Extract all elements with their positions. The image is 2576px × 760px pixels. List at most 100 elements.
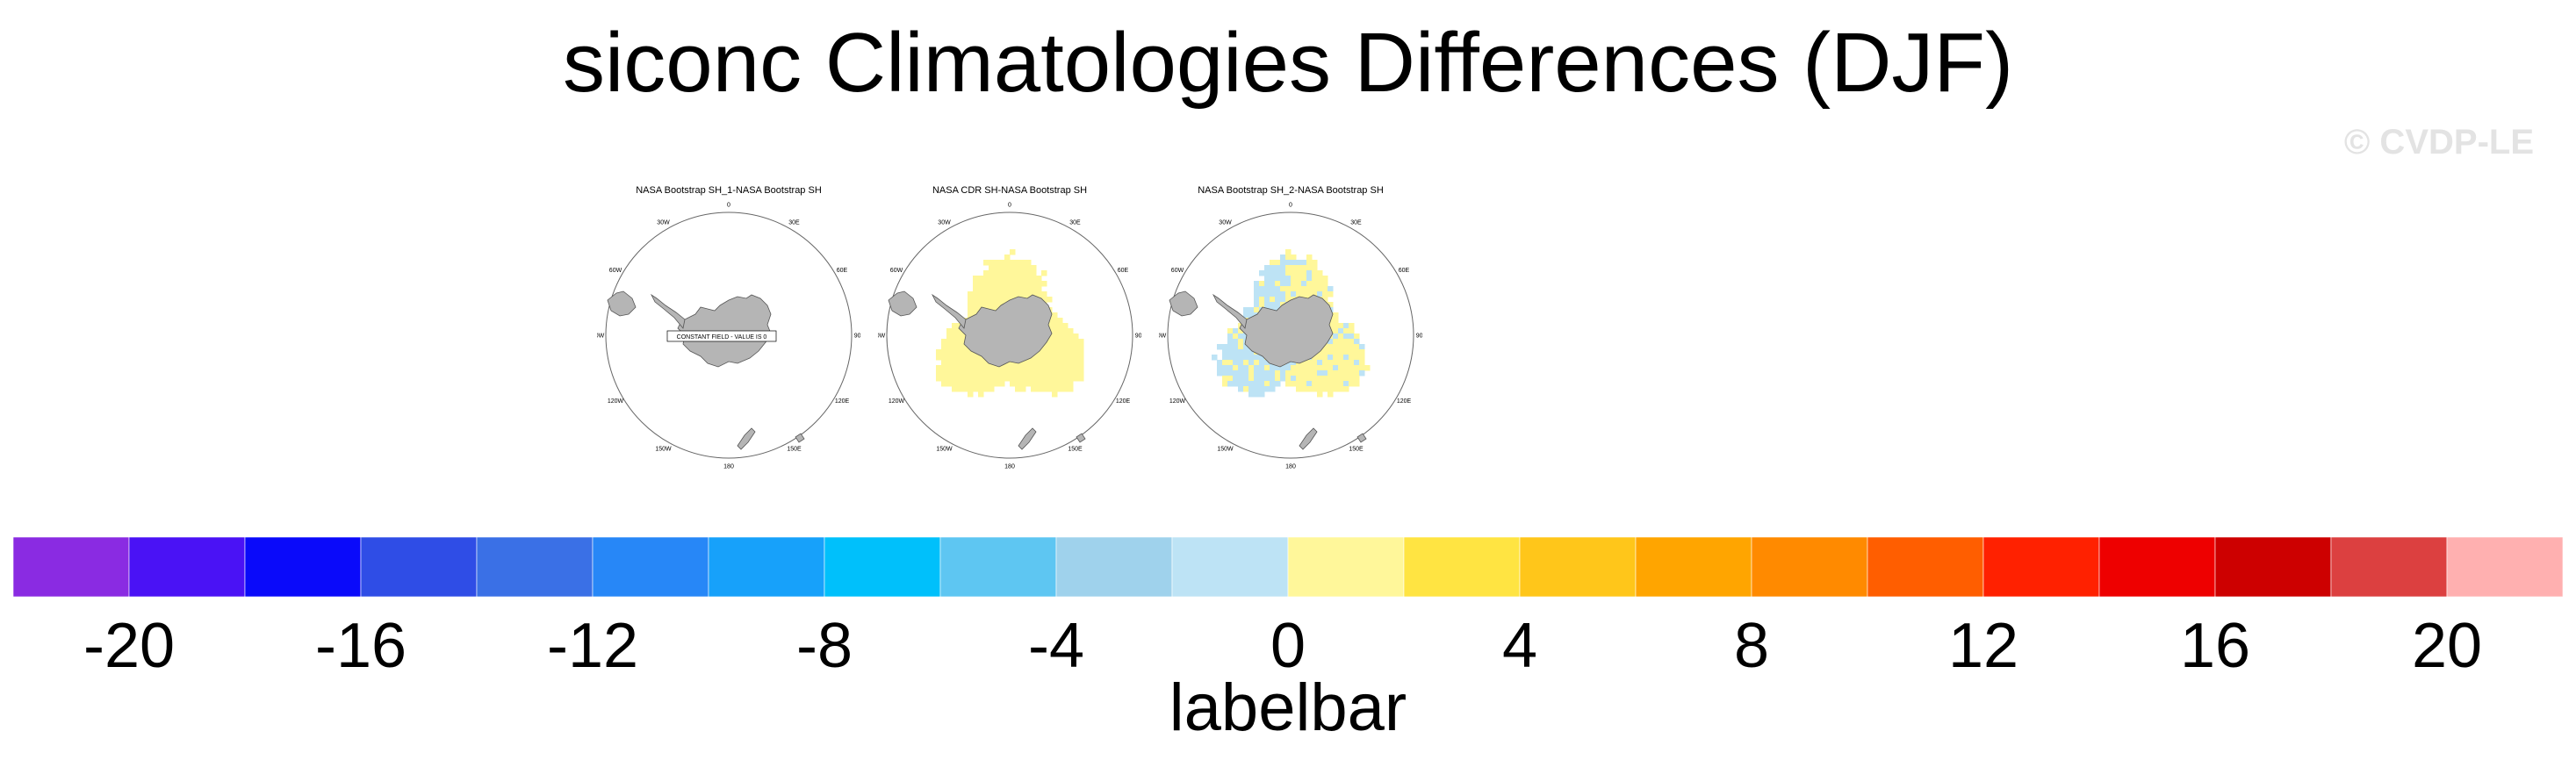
ice-cell bbox=[1073, 376, 1079, 382]
ice-cell bbox=[941, 344, 947, 350]
ice-cell bbox=[941, 365, 947, 371]
ice-cell bbox=[1275, 270, 1281, 276]
ice-cell bbox=[1343, 323, 1349, 329]
ice-cell bbox=[957, 381, 963, 387]
ice-cell bbox=[1031, 360, 1037, 366]
ice-cell bbox=[1057, 360, 1063, 366]
ice-cell bbox=[1280, 365, 1286, 371]
ice-cell bbox=[968, 302, 974, 308]
ice-cell bbox=[978, 302, 984, 308]
ice-cell bbox=[941, 360, 947, 366]
ice-cell bbox=[1254, 381, 1260, 387]
ice-cell bbox=[1238, 328, 1244, 334]
ice-cell bbox=[1068, 349, 1074, 355]
ice-cell bbox=[1015, 260, 1021, 266]
land-polygon bbox=[650, 293, 686, 329]
ice-cell bbox=[952, 365, 958, 371]
ice-cell bbox=[1233, 376, 1239, 382]
ice-cell bbox=[1227, 349, 1234, 355]
ice-cell bbox=[1333, 339, 1339, 345]
ice-cell bbox=[1275, 376, 1281, 382]
ice-cell bbox=[946, 381, 953, 387]
ice-cell bbox=[1275, 291, 1281, 298]
ice-cell bbox=[1296, 365, 1302, 371]
ice-cell bbox=[1243, 355, 1249, 361]
ice-cell bbox=[1036, 376, 1042, 382]
ice-cell bbox=[1301, 291, 1307, 298]
ice-cell bbox=[1349, 370, 1355, 376]
ice-cell bbox=[962, 355, 968, 361]
ice-cell bbox=[1306, 365, 1313, 371]
ice-cell bbox=[1254, 360, 1260, 366]
ice-cell bbox=[1227, 328, 1234, 334]
ice-cell bbox=[1047, 297, 1053, 303]
ice-cell bbox=[1248, 312, 1255, 319]
ice-cell bbox=[957, 344, 963, 350]
longitude-label: 60W bbox=[1171, 268, 1184, 274]
ice-cell bbox=[1312, 355, 1318, 361]
ice-cell bbox=[1317, 381, 1323, 387]
ice-cell bbox=[1275, 281, 1281, 287]
ice-cell bbox=[1041, 344, 1047, 350]
ice-cell bbox=[1338, 365, 1344, 371]
ice-cell bbox=[983, 297, 989, 303]
ice-cell bbox=[1317, 376, 1323, 382]
ice-cell bbox=[1238, 360, 1244, 366]
ice-cell bbox=[1322, 386, 1328, 392]
ice-cell bbox=[1227, 370, 1234, 376]
ice-cell bbox=[999, 270, 1005, 276]
ice-cell bbox=[968, 291, 974, 298]
ice-cell bbox=[1343, 355, 1349, 361]
ice-cell bbox=[1062, 344, 1069, 350]
ice-cell bbox=[968, 355, 974, 361]
ice-cell bbox=[1306, 270, 1313, 276]
ice-cell bbox=[1004, 376, 1011, 382]
longitude-label: 120E bbox=[1397, 398, 1412, 405]
ice-cell bbox=[1052, 339, 1058, 345]
ice-cell bbox=[1270, 370, 1276, 376]
panel-title: NASA Bootstrap SH_1-NASA Bootstrap SH bbox=[636, 185, 822, 196]
ice-cell bbox=[1025, 291, 1032, 298]
ice-cell bbox=[1259, 297, 1265, 303]
longitude-label: 150W bbox=[655, 447, 672, 453]
ice-cell bbox=[1322, 281, 1328, 287]
ice-cell bbox=[1275, 297, 1281, 303]
ice-cell bbox=[1010, 365, 1016, 371]
ice-cell bbox=[1248, 349, 1255, 355]
ice-cell bbox=[1296, 270, 1302, 276]
ice-cell bbox=[1238, 339, 1244, 345]
ice-cell bbox=[1227, 339, 1234, 345]
ice-cell bbox=[1317, 370, 1323, 376]
ice-cell bbox=[1338, 381, 1344, 387]
ice-cell bbox=[1317, 281, 1323, 287]
ice-cell bbox=[1285, 270, 1292, 276]
ice-cell bbox=[1041, 281, 1047, 287]
ice-cell bbox=[1322, 344, 1328, 350]
ice-cell bbox=[1047, 360, 1053, 366]
ice-cell bbox=[1285, 381, 1292, 387]
ice-cell bbox=[1025, 281, 1032, 287]
ice-cell bbox=[1062, 360, 1069, 366]
ice-cell bbox=[1322, 276, 1328, 282]
ice-cell bbox=[1010, 360, 1016, 366]
ice-cell bbox=[1270, 381, 1276, 387]
ice-cell bbox=[952, 376, 958, 382]
colorbar-tick-label: 12 bbox=[1948, 611, 2018, 676]
ice-cell bbox=[1238, 381, 1244, 387]
ice-cell bbox=[1057, 333, 1063, 340]
ice-cell bbox=[1328, 349, 1334, 355]
ice-cell bbox=[1359, 344, 1365, 350]
ice-cell bbox=[1243, 365, 1249, 371]
ice-cell bbox=[1020, 376, 1026, 382]
ice-cell bbox=[989, 291, 995, 298]
ice-cell bbox=[1020, 386, 1026, 392]
ice-cell bbox=[1296, 381, 1302, 387]
ice-cell bbox=[1264, 376, 1270, 382]
land-polygon bbox=[1299, 427, 1318, 450]
ice-cell bbox=[1264, 276, 1270, 282]
ice-cell bbox=[1004, 291, 1011, 298]
land-polygon bbox=[737, 427, 756, 450]
longitude-label: 90W bbox=[1159, 333, 1167, 340]
ice-cell bbox=[994, 370, 1000, 376]
ice-cell bbox=[1322, 370, 1328, 376]
